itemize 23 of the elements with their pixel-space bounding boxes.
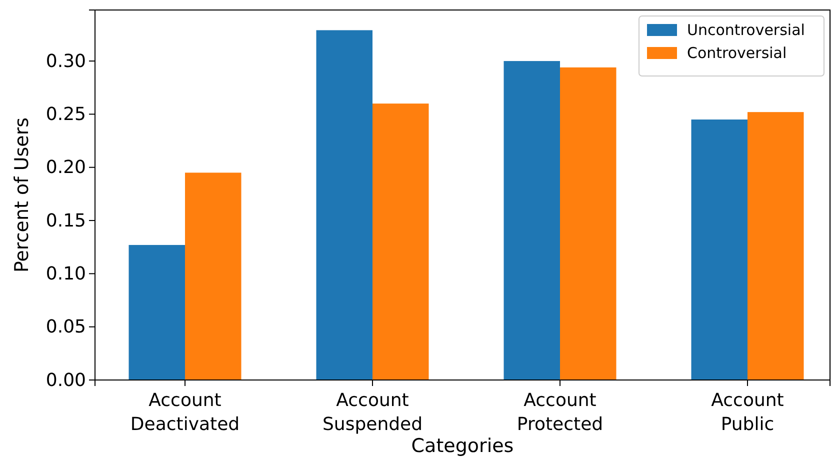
y-tick-label: 0.20 bbox=[46, 157, 86, 178]
x-tick-label: Account Public bbox=[711, 390, 784, 435]
bar bbox=[691, 120, 748, 380]
bar bbox=[372, 104, 429, 380]
legend-label: Controversial bbox=[687, 44, 787, 62]
legend-label: Uncontroversial bbox=[687, 21, 805, 39]
bar bbox=[748, 112, 804, 380]
x-tick-label: Account Deactivated bbox=[130, 390, 240, 435]
x-axis-title: Categories bbox=[411, 435, 514, 457]
bar bbox=[560, 67, 616, 380]
y-axis-title: Percent of Users bbox=[11, 117, 33, 273]
y-tick-label: 0.30 bbox=[46, 50, 86, 72]
y-tick-label: 0.25 bbox=[46, 104, 86, 125]
bar bbox=[128, 244, 185, 380]
x-tick-label: Account Suspended bbox=[322, 390, 423, 435]
bar bbox=[316, 30, 372, 380]
bar bbox=[504, 61, 560, 380]
y-tick-label: 0.10 bbox=[46, 263, 86, 284]
y-tick-label: 0.00 bbox=[46, 370, 86, 391]
y-tick-label: 0.15 bbox=[46, 210, 86, 232]
bar bbox=[185, 172, 242, 380]
x-tick-label: Account Protected bbox=[516, 390, 604, 435]
y-tick-label: 0.05 bbox=[46, 316, 86, 338]
